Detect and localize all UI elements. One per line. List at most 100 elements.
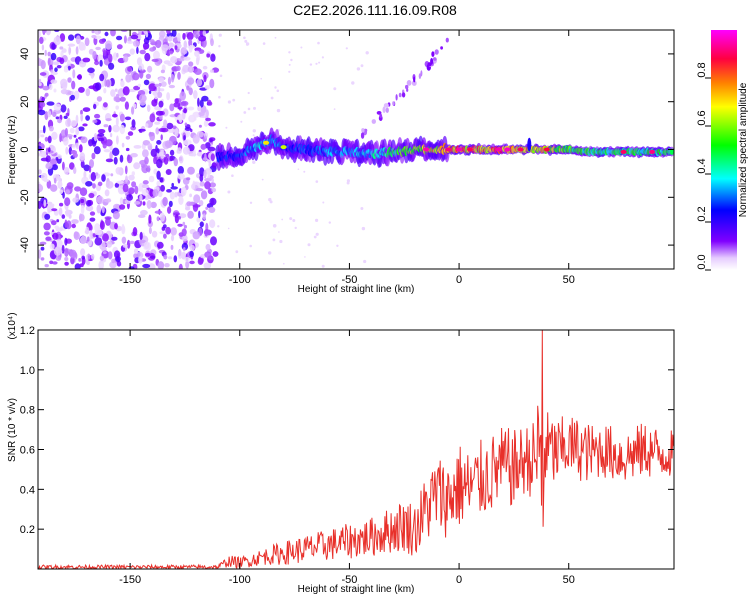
noise-blob xyxy=(94,237,103,246)
diagonal-trace-blob xyxy=(398,92,402,98)
noise-blob xyxy=(182,48,188,55)
noise-blob xyxy=(53,246,62,256)
noise-blob xyxy=(93,103,97,110)
noise-blob xyxy=(183,107,187,114)
noise-blob xyxy=(182,221,186,226)
noise-blob xyxy=(43,125,46,134)
noise-blob xyxy=(121,223,125,233)
noise-blob xyxy=(65,189,71,195)
noise-blob xyxy=(194,242,199,248)
noise-blob xyxy=(169,156,173,162)
noise-blob xyxy=(110,173,114,177)
diagonal-trace-blob xyxy=(420,70,423,77)
noise-blob xyxy=(109,261,117,269)
noise-blob xyxy=(208,122,216,127)
noise-blob xyxy=(87,236,90,242)
noise-blob xyxy=(38,200,42,209)
noise-blob xyxy=(89,217,96,222)
noise-dot xyxy=(218,45,221,48)
noise-blob xyxy=(130,153,138,158)
noise-blob xyxy=(144,52,151,62)
noise-blob xyxy=(167,62,173,67)
noise-blob xyxy=(160,149,165,159)
noise-blob xyxy=(107,251,113,260)
noise-blob xyxy=(159,114,163,120)
noise-blob xyxy=(44,111,49,121)
noise-blob xyxy=(198,124,202,128)
noise-dot xyxy=(227,227,230,230)
noise-blob xyxy=(63,167,70,175)
noise-blob xyxy=(133,162,141,170)
diagonal-trace-blob xyxy=(383,103,389,108)
noise-blob xyxy=(98,260,104,269)
noise-blob xyxy=(97,129,106,134)
noise-dot xyxy=(318,61,321,64)
noise-blob xyxy=(193,149,196,157)
noise-blob xyxy=(89,230,93,240)
noise-blob xyxy=(55,256,62,261)
noise-blob xyxy=(149,132,155,142)
noise-blob xyxy=(163,254,168,260)
noise-blob xyxy=(119,204,126,210)
noise-dot xyxy=(365,51,369,55)
noise-blob xyxy=(202,65,208,70)
x-tick-label: -50 xyxy=(341,274,357,286)
ridge-peak xyxy=(263,140,270,145)
noise-blob xyxy=(204,85,210,90)
noise-blob xyxy=(105,139,113,147)
noise-blob xyxy=(160,81,167,87)
noise-dot xyxy=(276,89,280,93)
noise-blob xyxy=(71,219,79,224)
noise-blob xyxy=(133,248,139,254)
ridge-peak xyxy=(504,147,511,152)
noise-blob xyxy=(106,240,113,248)
noise-blob xyxy=(149,113,156,123)
noise-blob xyxy=(142,149,149,158)
noise-blob xyxy=(141,164,149,174)
noise-blob xyxy=(101,79,105,88)
noise-blob xyxy=(99,59,103,67)
noise-blob xyxy=(57,180,63,189)
noise-blob xyxy=(133,85,141,91)
noise-blob xyxy=(170,244,174,250)
noise-blob xyxy=(210,153,215,162)
noise-blob xyxy=(164,140,173,149)
noise-dot xyxy=(297,168,300,170)
noise-blob xyxy=(59,57,65,65)
noise-blob xyxy=(183,224,187,229)
noise-dot xyxy=(217,225,220,228)
noise-blob xyxy=(209,78,215,89)
noise-blob xyxy=(105,181,114,189)
noise-blob xyxy=(189,193,193,198)
colorbar-ticks: 0.0 0.2 0.4 0.6 0.8 xyxy=(696,62,711,271)
ridge-spike xyxy=(527,137,532,152)
noise-dot xyxy=(231,174,234,177)
noise-dot xyxy=(288,51,291,54)
ridge-peak xyxy=(543,147,550,152)
noise-blob xyxy=(64,247,69,257)
noise-blob xyxy=(183,56,191,61)
noise-dot xyxy=(313,235,317,239)
noise-blob xyxy=(200,190,208,200)
noise-dot xyxy=(333,108,336,110)
noise-dot xyxy=(219,74,223,78)
noise-blob xyxy=(58,207,63,216)
noise-blob xyxy=(134,185,139,195)
noise-blob xyxy=(45,162,53,170)
noise-blob xyxy=(43,231,50,236)
noise-blob xyxy=(177,249,183,259)
noise-blob xyxy=(82,57,91,63)
noise-blob xyxy=(155,127,160,135)
noise-dot xyxy=(322,201,325,204)
noise-dot xyxy=(290,58,293,62)
noise-dot xyxy=(270,96,274,100)
noise-blob xyxy=(80,160,85,169)
noise-blob xyxy=(148,175,155,183)
noise-blob xyxy=(85,226,90,235)
noise-dot xyxy=(272,238,276,242)
noise-blob xyxy=(168,50,173,55)
noise-blob xyxy=(148,214,152,224)
ridge-peak xyxy=(517,147,524,152)
x-tick-label: 0 xyxy=(456,574,462,586)
noise-dot xyxy=(288,63,291,66)
